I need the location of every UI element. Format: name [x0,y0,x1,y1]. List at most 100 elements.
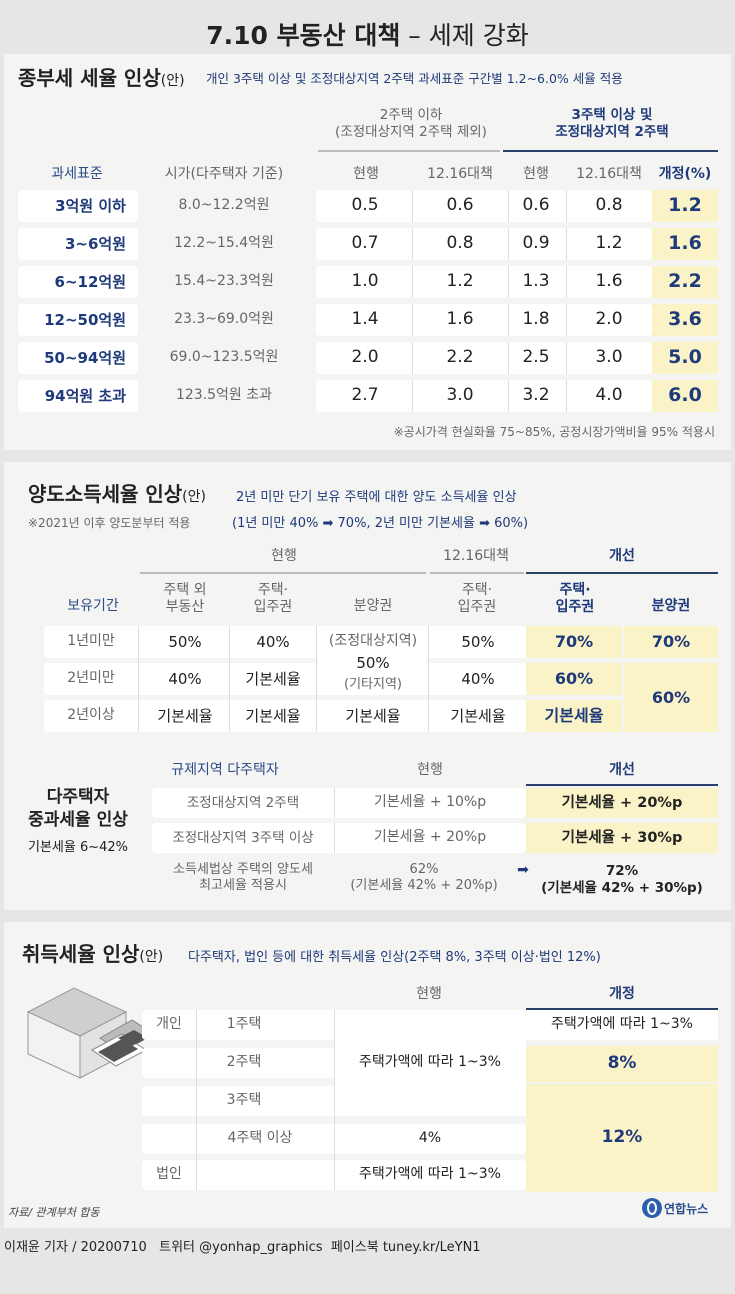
s3-new-2: 8% [607,1053,637,1074]
s1-cell-6: 1.6 [668,232,702,255]
s1-cell-0: 94억원 초과 [44,386,126,405]
s1-col-sep [566,266,567,298]
multi-r1-left: 조정대상지역 2주택 [186,794,300,811]
s2-r1-1216: 50% [461,632,495,651]
s3-current-corp: 주택가액에 따라 1~3% [359,1166,501,1183]
s1-group2-line [503,150,718,152]
s1-heading: 종부세 세율 인상(안) [18,62,185,91]
s1-cell-2: 1.0 [351,271,379,292]
s2-row-2 [44,663,528,695]
s1-col-sep [508,304,509,336]
multi-h-right-line [526,784,718,786]
s3-current-main: 주택가액에 따라 1~3% [359,1054,501,1071]
s1-row-new-cell [652,266,718,298]
s1-col-sep [412,380,413,412]
s3-heading-text: 취득세율 인상 [22,942,140,966]
multi-r2-new: 기본세율 + 30%p [561,829,683,846]
s1-col-sep [566,342,567,374]
s2-r2-nonhouse: 40% [168,669,202,688]
multi-row-1 [152,788,526,818]
s1-row-new-cell [652,342,718,374]
s1-group1-label: 2주택 이하 [379,107,443,124]
s2-new-house-cell-1 [526,626,622,658]
s2-group-new-line [526,572,718,574]
s2-new-house-cell-2 [526,663,622,695]
s3-heading-suffix: (안) [139,949,164,965]
s2-presale-merged-cell [318,648,426,688]
s1-col-sep [508,380,509,412]
s1-cell-2: 0.7 [351,233,379,254]
s2-col-1216-house-1: 주택· [461,581,493,598]
multi-sep-1 [334,788,335,818]
s2-r2-new-house: 60% [554,669,594,688]
s1-col-sep [566,304,567,336]
multi-title-2: 중과세율 인상 [28,809,128,830]
s2-col-period: 보유기간 [67,598,119,615]
s3-row-label-4: 4주택 이상 [227,1130,293,1147]
s2-sep-1 [138,626,139,732]
s3-h-current: 현행 [416,986,442,1003]
s1-group1: 2주택 이하 (조정대상지역 2주택 제외) [318,104,504,144]
s1-cell-4: 2.5 [522,347,550,368]
multi-last-right-2: (기본세율 42% + 30%p) [541,880,703,896]
s2-heading: 양도소득세율 인상(안) [28,478,206,507]
multi-title: 다주택자 중과세율 인상 [16,786,140,832]
s1-group1-line [318,150,500,152]
s2-r3-new-house: 기본세율 [544,706,604,725]
s2-r3-nonhouse: 기본세율 [157,706,213,725]
s1-cell-6: 1.2 [668,194,702,217]
s1-col-base: 과세표준 [51,166,103,183]
multi-subtitle: 기본세율 6~42% [27,840,129,855]
s3-new-2-cell [526,1046,718,1082]
s2-r3-presale: 기본세율 [345,706,401,725]
s1-col-sep [566,228,567,260]
s1-cell-1: 69.0~123.5억원 [169,349,279,366]
s1-cell-2: 2.0 [351,347,379,368]
yonhap-logo-text: 연합뉴스 [664,1201,709,1216]
s1-cell-5: 1.6 [595,271,623,292]
s2-r2-1216: 40% [461,669,495,688]
s3-corp: 법인 [156,1166,182,1183]
multi-last-left-2: 최고세율 적용시 [199,878,287,893]
s1-col-sep [508,228,509,260]
s1-cell-3: 0.6 [446,195,474,216]
s1-cell-3: 0.8 [446,233,474,254]
s1-cell-6: 6.0 [668,384,702,407]
s3-desc: 다주택자, 법인 등에 대한 취득세율 인상(2주택 8%, 3주택 이상·법인… [188,950,601,965]
s2-group-1216-line [430,572,524,574]
title-dash: – [400,21,429,50]
s1-cell-0: 3~6억원 [64,234,126,253]
s1-cell-6: 5.0 [668,346,702,369]
s2-group-new: 개선 [609,548,635,565]
s1-row-label-cell [18,266,138,298]
s3-new-1: 주택가액에 따라 1~3% [551,1016,693,1033]
multi-last-right: 72% (기본세율 42% + 30%p) [526,860,718,900]
s1-cell-5: 0.8 [595,195,623,216]
s1-cell-4: 0.9 [522,233,550,254]
s1-cell-0: 50~94억원 [44,348,126,367]
s1-row-label-cell [18,190,138,222]
s2-r1-nonhouse: 50% [168,632,202,651]
s1-col-sep [566,380,567,412]
s2-col-nonhouse-2: 부동산 [165,599,205,615]
s1-cell-4: 1.3 [522,271,550,292]
s3-current-merged-cell [334,1010,526,1116]
s1-col-1216-1: 12.16대책 [427,166,493,183]
s2-new-presale-cell-1 [624,626,718,658]
s1-cell-6: 2.2 [668,270,702,293]
s1-cell-3: 3.0 [446,385,474,406]
s1-desc: 개인 3주택 이상 및 조정대상지역 2주택 과세표준 구간별 1.2~6.0%… [206,71,623,86]
s3-new-1-cell [526,1010,718,1040]
s1-col-sep [412,228,413,260]
multi-r2-mid: 기본세율 + 20%p [373,829,487,846]
s3-heading: 취득세율 인상(안) [22,938,163,967]
s2-r3-period: 2년이상 [67,707,115,724]
s1-group2: 3주택 이상 및 조정대상지역 2주택 [506,104,718,144]
multi-row-2-new-cell [526,823,718,853]
s1-col-sep [508,342,509,374]
s2-col-1216-house-2: 입주권 [457,599,497,615]
s2-col-new-presale: 분양권 [651,598,691,615]
multi-last-mid: 62% (기본세율 42% + 20%p) [336,858,512,898]
s1-cell-1: 123.5억원 초과 [175,387,273,404]
s3-row-label-1: 1주택 [226,1016,262,1033]
